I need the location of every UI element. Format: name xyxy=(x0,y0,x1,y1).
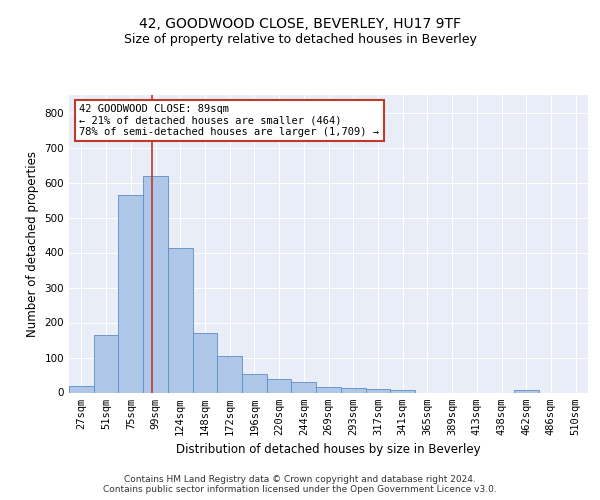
Bar xyxy=(514,390,539,392)
Bar xyxy=(168,248,193,392)
Y-axis label: Number of detached properties: Number of detached properties xyxy=(26,151,39,337)
Bar xyxy=(69,386,94,392)
Bar xyxy=(143,176,168,392)
Bar xyxy=(267,378,292,392)
Bar xyxy=(94,335,118,392)
Bar xyxy=(118,195,143,392)
Text: 42 GOODWOOD CLOSE: 89sqm
← 21% of detached houses are smaller (464)
78% of semi-: 42 GOODWOOD CLOSE: 89sqm ← 21% of detach… xyxy=(79,104,379,137)
Text: Contains HM Land Registry data © Crown copyright and database right 2024.
Contai: Contains HM Land Registry data © Crown c… xyxy=(103,474,497,494)
Text: Size of property relative to detached houses in Beverley: Size of property relative to detached ho… xyxy=(124,32,476,46)
Bar xyxy=(292,382,316,392)
Bar xyxy=(193,333,217,392)
X-axis label: Distribution of detached houses by size in Beverley: Distribution of detached houses by size … xyxy=(176,443,481,456)
Bar xyxy=(341,388,365,392)
Bar xyxy=(390,390,415,392)
Bar xyxy=(217,356,242,392)
Text: 42, GOODWOOD CLOSE, BEVERLEY, HU17 9TF: 42, GOODWOOD CLOSE, BEVERLEY, HU17 9TF xyxy=(139,18,461,32)
Bar xyxy=(316,387,341,392)
Bar xyxy=(365,389,390,392)
Bar xyxy=(242,374,267,392)
